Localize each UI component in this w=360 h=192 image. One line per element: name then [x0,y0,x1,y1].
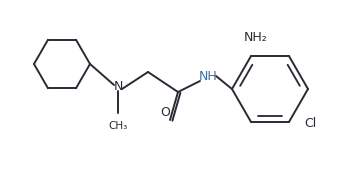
Text: N: N [113,80,123,94]
Text: CH₃: CH₃ [108,121,128,131]
Text: NH: NH [199,70,217,84]
Text: Cl: Cl [304,118,316,130]
Text: O: O [160,107,170,119]
Text: NH₂: NH₂ [244,31,268,44]
